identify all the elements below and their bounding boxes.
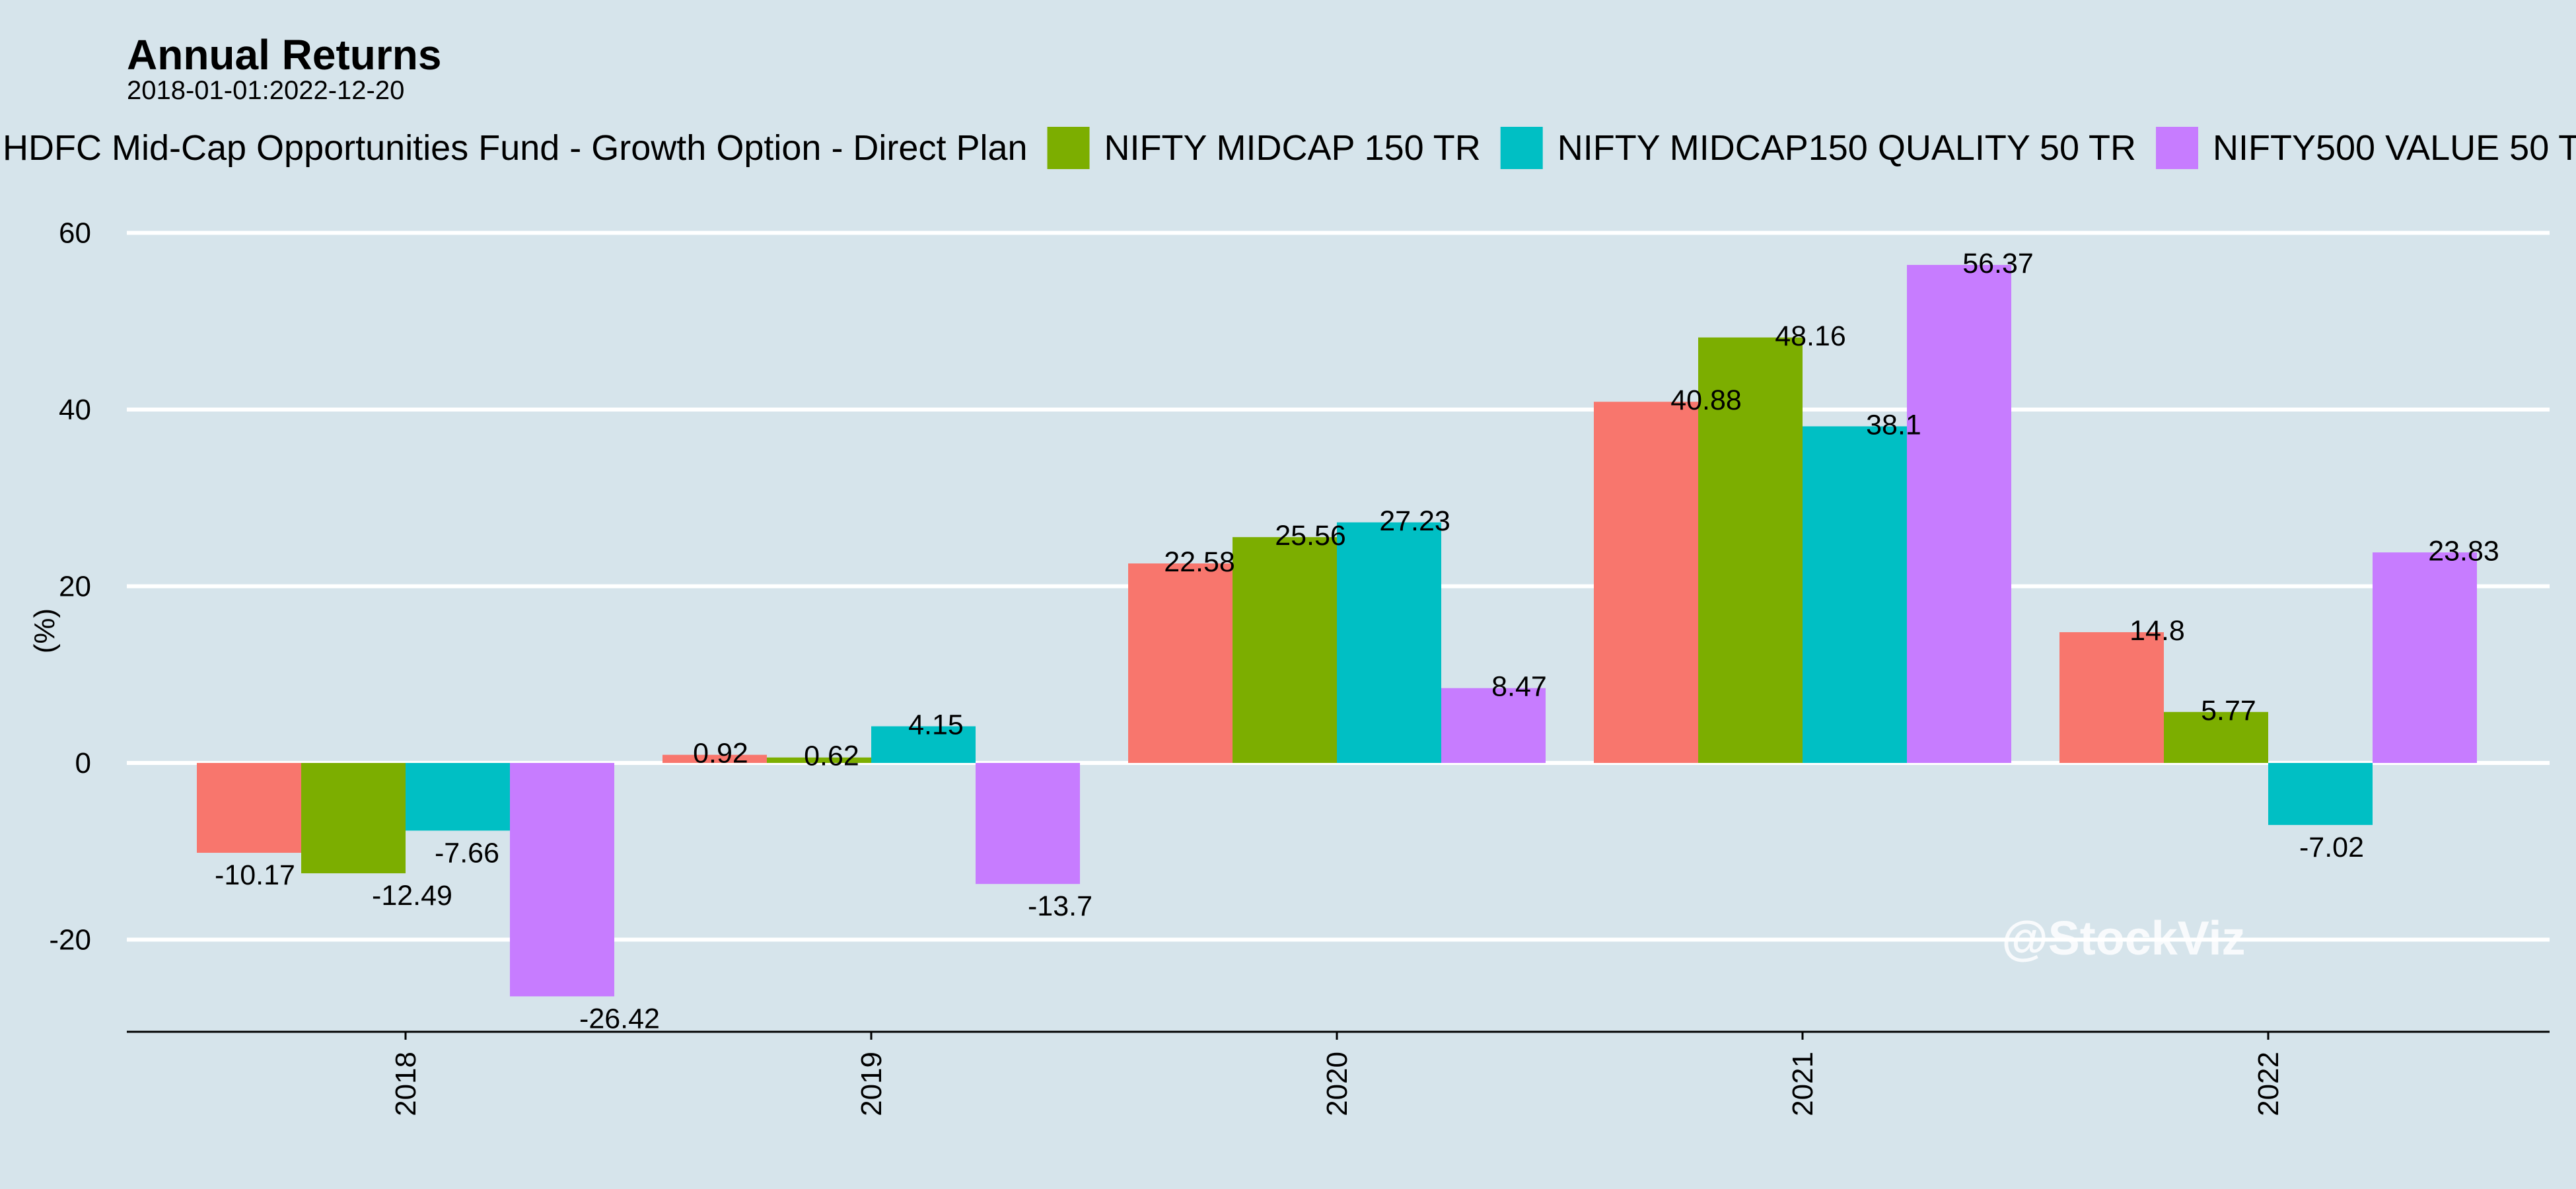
data-label-2019-series-1: 0.62 bbox=[804, 740, 859, 772]
data-labels: -10.17 -12.49 -7.66 -26.42 0.92 0.62 4.15 -13.7… bbox=[215, 248, 2499, 1034]
x-tick-label-2022: 2022 bbox=[2252, 1052, 2285, 1116]
x-tick-label-2019: 2019 bbox=[855, 1052, 888, 1116]
bar-2020-series-2 bbox=[1337, 522, 1441, 763]
bar-2018-series-1 bbox=[301, 763, 406, 874]
bar-2020-series-3 bbox=[1441, 688, 1546, 763]
bar-2019-series-3 bbox=[976, 763, 1080, 884]
chart-title: Annual Returns bbox=[127, 31, 441, 79]
data-label-2021-series-2: 38.1 bbox=[1866, 409, 1921, 441]
data-label-2022-series-1: 5.77 bbox=[2201, 695, 2256, 727]
data-label-2018-series-0: -10.17 bbox=[215, 859, 295, 891]
watermark: @StockViz bbox=[2002, 912, 2246, 965]
legend: HDFC Mid-Cap Opportunities Fund - Growth… bbox=[3, 127, 2576, 169]
bar-2019-series-2 bbox=[871, 726, 976, 763]
data-label-2020-series-2: 27.23 bbox=[1379, 505, 1450, 537]
axes: -20 0 20 40 60 2018 2019 2020 2021 2022 bbox=[49, 217, 2550, 1116]
y-tick-label: -20 bbox=[49, 924, 91, 956]
data-label-2019-series-0: 0.92 bbox=[693, 738, 748, 770]
data-label-2020-series-1: 25.56 bbox=[1275, 520, 1346, 552]
data-label-2021-series-1: 48.16 bbox=[1775, 320, 1846, 352]
bar-2019-series-1 bbox=[767, 757, 871, 763]
data-label-2022-series-2: -7.02 bbox=[2299, 832, 2364, 863]
y-tick-label: 20 bbox=[59, 571, 91, 603]
chart-subtitle: 2018-01-01:2022-12-20 bbox=[127, 76, 404, 105]
legend-label-series-0: HDFC Mid-Cap Opportunities Fund - Growth… bbox=[3, 128, 1028, 168]
data-label-2018-series-1: -12.49 bbox=[372, 880, 452, 912]
data-label-2019-series-3: -13.7 bbox=[1028, 890, 1092, 922]
bar-2021-series-3 bbox=[1907, 265, 2011, 763]
legend-label-series-2: NIFTY MIDCAP150 QUALITY 50 TR bbox=[1557, 128, 2136, 168]
y-tick-label: 60 bbox=[59, 217, 91, 250]
bar-2022-series-0 bbox=[2059, 632, 2164, 763]
legend-label-series-1: NIFTY MIDCAP 150 TR bbox=[1104, 128, 1481, 168]
bar-2021-series-2 bbox=[1803, 426, 1907, 763]
legend-key-series-2 bbox=[1500, 127, 1543, 169]
bar-2021-series-0 bbox=[1594, 402, 1698, 763]
y-tick-label: 40 bbox=[59, 394, 91, 426]
bar-2018-series-2 bbox=[406, 763, 510, 831]
data-label-2022-series-3: 23.83 bbox=[2428, 535, 2499, 567]
y-axis-label: (%) bbox=[28, 608, 61, 653]
bar-2019-series-0 bbox=[662, 754, 767, 763]
data-label-2021-series-0: 40.88 bbox=[1670, 384, 1742, 416]
data-label-2021-series-3: 56.37 bbox=[1962, 248, 2034, 279]
legend-key-series-3 bbox=[2156, 127, 2198, 169]
bar-2020-series-0 bbox=[1128, 563, 1233, 763]
bar-2022-series-2 bbox=[2268, 763, 2373, 825]
bar-2022-series-1 bbox=[2164, 711, 2268, 763]
bar-2021-series-1 bbox=[1698, 337, 1803, 763]
data-label-2018-series-3: -26.42 bbox=[579, 1003, 660, 1034]
data-label-2018-series-2: -7.66 bbox=[435, 837, 499, 869]
bars bbox=[197, 265, 2477, 997]
data-label-2022-series-0: 14.8 bbox=[2129, 615, 2185, 647]
legend-label-series-3: NIFTY500 VALUE 50 TR bbox=[2213, 128, 2576, 168]
data-label-2020-series-3: 8.47 bbox=[1491, 671, 1547, 703]
y-tick-label: 0 bbox=[75, 747, 91, 779]
x-tick-label-2021: 2021 bbox=[1787, 1052, 1819, 1116]
data-label-2019-series-2: 4.15 bbox=[908, 709, 964, 740]
bar-2020-series-1 bbox=[1233, 537, 1337, 763]
legend-key-series-1 bbox=[1047, 127, 1090, 169]
bar-2018-series-0 bbox=[197, 763, 301, 853]
x-tick-label-2018: 2018 bbox=[390, 1052, 422, 1116]
data-label-2020-series-0: 22.58 bbox=[1164, 546, 1235, 578]
bar-2018-series-3 bbox=[510, 763, 614, 997]
bar-2022-series-3 bbox=[2373, 552, 2477, 763]
x-tick-label-2020: 2020 bbox=[1321, 1052, 1353, 1116]
